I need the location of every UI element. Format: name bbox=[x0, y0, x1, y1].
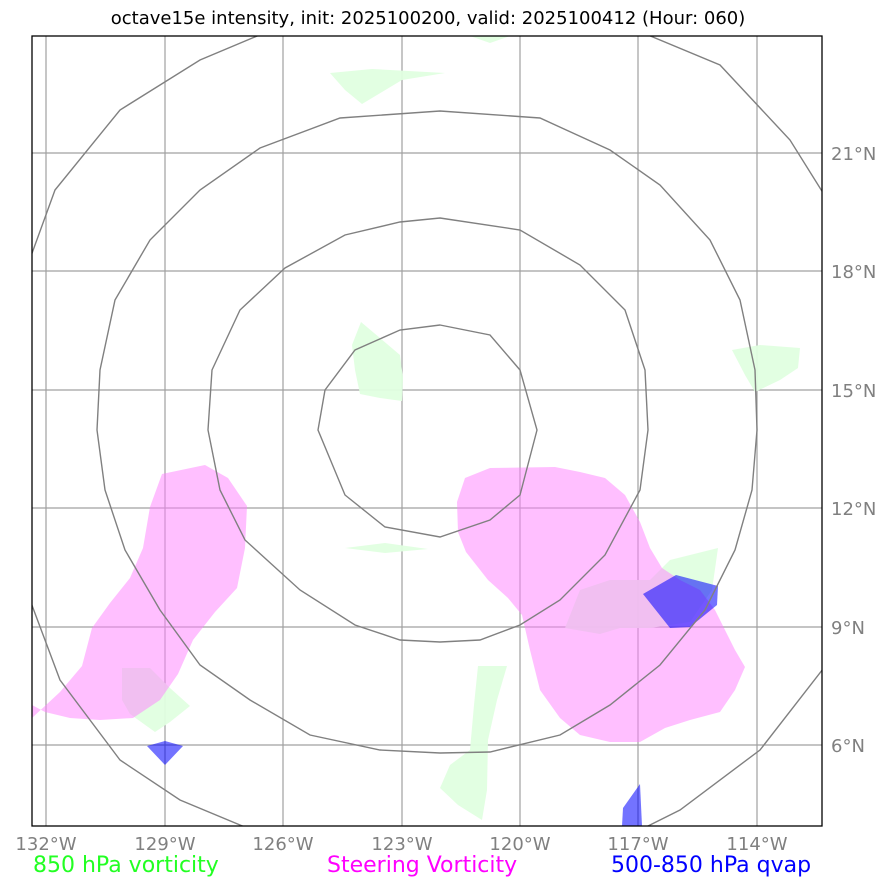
vorticity-patch bbox=[330, 69, 445, 104]
steering-patch bbox=[457, 467, 745, 742]
qvap-contours bbox=[147, 575, 718, 826]
lat-tick-label: 12°N bbox=[831, 499, 876, 520]
map-title: octave15e intensity, init: 2025100200, v… bbox=[110, 8, 746, 29]
lat-tick-label: 15°N bbox=[831, 381, 876, 402]
lon-tick-label: 120°W bbox=[489, 834, 550, 855]
lat-tick-label: 6°N bbox=[831, 736, 865, 757]
vorticity-patch bbox=[352, 322, 403, 401]
qvap-patch bbox=[622, 784, 642, 826]
legend-850-vorticity: 850 hPa vorticity bbox=[33, 853, 219, 878]
steering-vorticity-contours bbox=[32, 465, 745, 742]
lat-tick-label: 9°N bbox=[831, 618, 865, 639]
lon-tick-label: 114°W bbox=[726, 834, 787, 855]
vorticity-patch bbox=[345, 543, 428, 553]
plot-frame bbox=[31, 35, 823, 827]
lat-tick-label: 21°N bbox=[831, 144, 876, 165]
lon-tick-label: 129°W bbox=[134, 834, 195, 855]
lon-tick-labels: 132°W 129°W 126°W 123°W 120°W 117°W 114°… bbox=[15, 834, 787, 855]
lon-tick-label: 123°W bbox=[371, 834, 432, 855]
range-rings bbox=[32, 36, 822, 826]
steering-patch bbox=[32, 465, 247, 720]
qvap-patch bbox=[643, 575, 718, 628]
range-ring bbox=[207, 217, 649, 643]
lon-tick-label: 126°W bbox=[252, 834, 313, 855]
vorticity-patch bbox=[470, 36, 510, 43]
legend-qvap: 500-850 hPa qvap bbox=[611, 853, 812, 878]
lon-tick-label: 117°W bbox=[607, 834, 668, 855]
lat-tick-labels: 21°N 18°N 15°N 12°N 9°N 6°N bbox=[831, 144, 876, 757]
lon-tick-label: 132°W bbox=[15, 834, 76, 855]
vorticity-patch bbox=[732, 345, 800, 392]
range-ring bbox=[317, 324, 538, 538]
range-ring bbox=[32, 36, 822, 826]
qvap-patch bbox=[147, 741, 183, 765]
range-ring bbox=[96, 110, 758, 754]
lat-tick-label: 18°N bbox=[831, 262, 876, 283]
legend-steering-vorticity: Steering Vorticity bbox=[327, 853, 518, 878]
vorticity-patch bbox=[440, 666, 507, 820]
